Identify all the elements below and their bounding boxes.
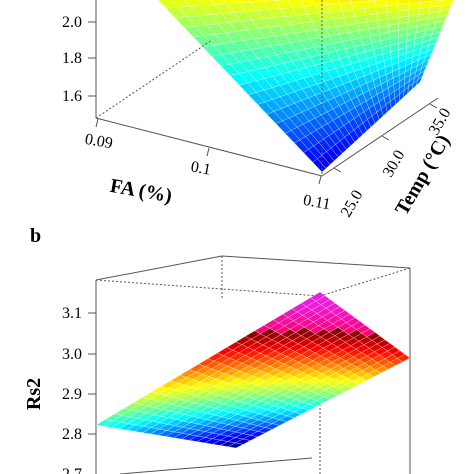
fa-axis-line: [95, 117, 323, 177]
z-tick-b-3: 3.0: [62, 346, 82, 363]
panel-b: 3.1 3.0 2.9 2.8 2.7 Rs2: [23, 255, 411, 474]
z-tick-b-4: 3.1: [62, 305, 82, 322]
temp-tick-0: 25.0: [338, 187, 367, 220]
response-surface-a: [157, 0, 454, 173]
surface-b-cell: [397, 354, 411, 363]
z-tick-a-2: 2.0: [62, 14, 82, 31]
box-top-back-left: [95, 255, 223, 281]
panel-b-box: [88, 255, 411, 474]
panel-label-b: b: [30, 225, 41, 247]
box-top-right-dashed: [319, 267, 411, 297]
box-floor-edge: [119, 457, 313, 474]
box-top-front-dashed: [95, 279, 321, 297]
z-tick-b-1: 2.8: [62, 426, 82, 443]
surface-a-cell: [338, 2, 354, 12]
z-tick-a-0: 1.6: [62, 88, 82, 105]
temp-tick-2: 35.0: [426, 105, 455, 138]
temp-tick-mark-2: [381, 135, 390, 141]
surface-a-cell: [415, 75, 423, 87]
panel-a: 2.0 1.8 1.6 0.09 0.1 0.11 25.0 30.0 35.0…: [62, 0, 455, 220]
fa-tick-mark-3: [318, 175, 322, 185]
panel-a-axes: [88, 0, 439, 185]
temp-tick-1: 30.0: [380, 147, 409, 180]
floor-edge-a: [95, 39, 213, 119]
fa-axis-label: FA (%): [108, 175, 173, 208]
fa-tick-0: 0.09: [84, 131, 115, 153]
box-top-back-right: [221, 255, 411, 269]
fa-tick-mark-2: [206, 147, 210, 157]
rs2-axis-label: Rs2: [23, 378, 45, 410]
temp-axis-label: Temp (°C): [391, 131, 455, 219]
z-tick-b-0: 2.7: [62, 466, 82, 474]
fa-tick-1: 0.1: [189, 158, 212, 178]
z-tick-a-1: 1.8: [62, 50, 82, 67]
temp-tick-mark-1: [333, 167, 342, 173]
fa-tick-mark-1: [95, 118, 99, 128]
fa-tick-2: 0.11: [302, 192, 332, 214]
response-surface-b: [95, 291, 411, 449]
temp-axis-line: [321, 97, 439, 177]
temp-tick-mark-3: [429, 103, 438, 109]
z-tick-b-2: 2.9: [62, 386, 82, 403]
